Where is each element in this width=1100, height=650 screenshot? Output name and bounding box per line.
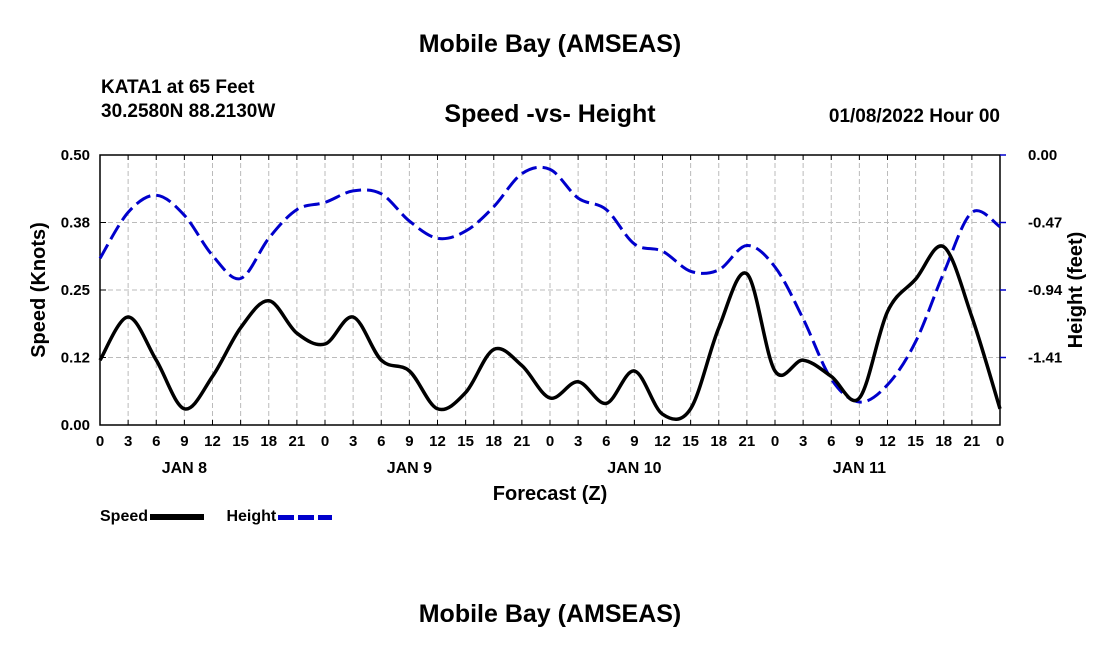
legend: Speed Height: [100, 508, 350, 526]
footer-title: Mobile Bay (AMSEAS): [418, 600, 682, 628]
legend-height-swatch: [278, 514, 333, 520]
x-tick-label: 21: [514, 433, 531, 450]
y2-tick-label: -1.41: [1028, 350, 1062, 367]
x-tick-label: 3: [799, 433, 807, 450]
y-tick-label: 0.00: [61, 417, 90, 434]
legend-height-label: Height: [226, 508, 277, 525]
x-tick-label: 12: [879, 433, 896, 450]
x-tick-label: 18: [260, 433, 277, 450]
y-axis-label: Speed (Knots): [28, 222, 50, 358]
x-tick-label: 9: [405, 433, 413, 450]
forecast-datetime: 01/08/2022 Hour 00: [828, 106, 1000, 127]
page-title: Mobile Bay (AMSEAS): [418, 30, 682, 58]
x-tick-label: 12: [204, 433, 221, 450]
y2-axis-label: Height (feet): [1065, 232, 1087, 349]
y-tick-label: 0.38: [61, 215, 90, 232]
x-tick-label: 0: [96, 433, 104, 450]
x-tick-label: 15: [457, 433, 474, 450]
station-name: KATA1 at 65 Feet: [101, 77, 255, 98]
x-tick-label: 6: [152, 433, 160, 450]
x-tick-label: 21: [964, 433, 981, 450]
x-tick-label: 0: [546, 433, 554, 450]
x-tick-label: 9: [855, 433, 863, 450]
y2-tick-label: -0.47: [1028, 215, 1062, 232]
x-tick-label: 15: [907, 433, 924, 450]
x-tick-label: 15: [232, 433, 249, 450]
axis-ticks: [99, 154, 1006, 426]
legend-speed-swatch: [150, 514, 205, 520]
x-axis-label: Forecast (Z): [493, 483, 607, 505]
x-tick-label: 3: [574, 433, 582, 450]
legend-speed: Speed: [100, 508, 205, 526]
legend-speed-label: Speed: [100, 508, 149, 525]
y2-tick-label: 0.00: [1028, 147, 1057, 164]
x-tick-label: 3: [124, 433, 132, 450]
x-tick-label: 21: [739, 433, 756, 450]
day-label: JAN 8: [162, 460, 207, 477]
x-tick-label: 6: [827, 433, 835, 450]
x-tick-label: 12: [429, 433, 446, 450]
x-tick-label: 9: [630, 433, 638, 450]
chart-title: Speed -vs- Height: [444, 100, 656, 128]
x-tick-label: 3: [349, 433, 357, 450]
speed-series-line: [98, 244, 1002, 422]
x-tick-label: 18: [710, 433, 727, 450]
x-tick-label: 18: [935, 433, 952, 450]
day-label: JAN 10: [607, 460, 661, 477]
day-label: JAN 9: [387, 460, 432, 477]
y-tick-label: 0.25: [61, 282, 90, 299]
x-tick-label: 18: [485, 433, 502, 450]
x-tick-label: 0: [321, 433, 329, 450]
x-tick-label: 0: [996, 433, 1004, 450]
grid-lines: [100, 155, 1000, 425]
x-tick-label: 0: [771, 433, 779, 450]
x-tick-label: 9: [180, 433, 188, 450]
x-tick-label: 6: [377, 433, 385, 450]
x-tick-label: 21: [289, 433, 306, 450]
station-info: KATA1 at 65 Feet 30.2580N 88.2130W: [101, 76, 275, 124]
y-tick-label: 0.12: [61, 350, 90, 367]
axis-labels: 0 3 6 9 12 15 18 21 0 3 6 9 12 15 18 21 0 3 6 9 12 15 18 21 0 3 6 9…: [61, 147, 1063, 477]
x-tick-label: 15: [682, 433, 699, 450]
station-coords: 30.2580N 88.2130W: [101, 101, 276, 122]
day-label: JAN 11: [833, 460, 886, 477]
legend-height: Height: [226, 508, 333, 526]
x-tick-label: 6: [602, 433, 610, 450]
y-tick-label: 0.50: [61, 147, 90, 164]
y2-tick-label: -0.94: [1028, 282, 1063, 299]
x-tick-label: 12: [654, 433, 671, 450]
